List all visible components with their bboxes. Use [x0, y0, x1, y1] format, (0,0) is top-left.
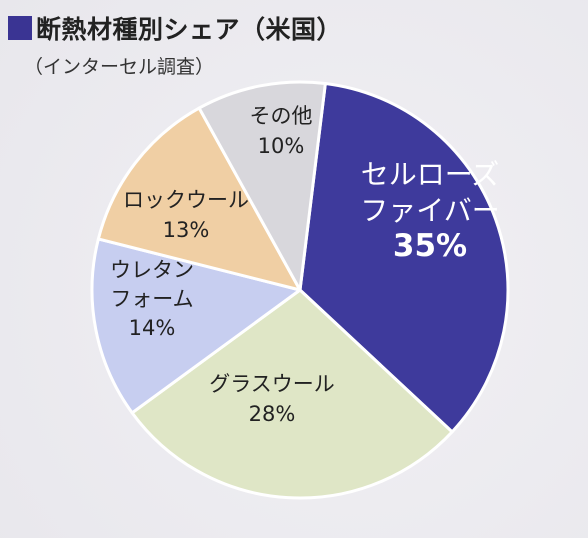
slice-label-group: その他 10%	[250, 104, 313, 158]
chart-title: 断熱材種別シェア（米国）	[36, 15, 343, 44]
slice-label-group: グラスウール 28%	[209, 372, 335, 426]
slice-category-label: その他	[250, 104, 313, 128]
slice-label-group: ロックウール 13%	[123, 188, 249, 242]
pie-slice	[96, 106, 302, 292]
pie-slice	[197, 80, 327, 292]
slice-category-label: ウレタンフォーム	[110, 258, 194, 311]
slice-category-label: グラスウール	[209, 372, 335, 396]
slice-value-label: 13%	[163, 218, 210, 242]
slice-value-label: 35%	[393, 228, 467, 264]
slice-value-label: 10%	[258, 134, 305, 158]
pie-slice	[90, 237, 302, 415]
slice-category-label: セルローズファイバー	[360, 158, 499, 227]
chart-title-group: 断熱材種別シェア（米国）	[8, 10, 342, 46]
slice-value-label: 28%	[249, 402, 296, 426]
pie-slices	[90, 80, 510, 500]
slice-value-label: 14%	[129, 316, 176, 340]
slice-category-label: ロックウール	[123, 188, 249, 212]
chart-subtitle: （インターセル調査）	[24, 56, 215, 78]
title-marker-icon	[8, 16, 32, 40]
slice-label-group: ウレタンフォーム 14%	[110, 258, 194, 340]
pie-slice	[298, 82, 510, 434]
pie-slice	[130, 288, 454, 500]
